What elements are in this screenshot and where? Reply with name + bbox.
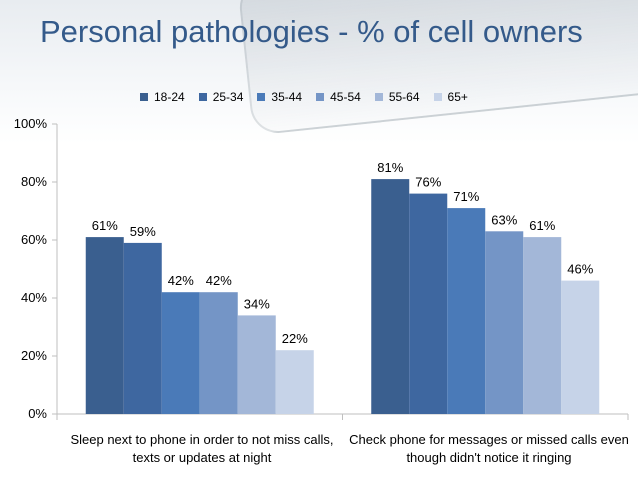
data-label-1-5: 46% [567,262,593,277]
bar-1-0 [371,179,410,414]
legend-label-2: 35-44 [271,90,303,104]
data-label-0-1: 59% [130,224,156,239]
y-tick-label-4: 80% [21,174,47,189]
x-category-label-1: Check phone for messages or missed calls… [349,432,629,465]
data-label-0-0: 61% [92,218,118,233]
data-label-1-1: 76% [415,175,441,190]
data-label-0-2: 42% [168,273,194,288]
y-tick-label-5: 100% [14,116,48,131]
data-label-0-4: 34% [244,296,270,311]
legend-item-0: 18-24 [140,89,185,105]
bar-1-5 [561,280,600,414]
legend-label-5: 65+ [447,90,468,104]
data-label-0-3: 42% [206,273,232,288]
legend-swatch-3 [316,93,325,101]
bar-0-2 [161,292,200,414]
legend-label-4: 55-64 [388,90,420,104]
legend-swatch-0 [140,93,148,101]
legend-label-1: 25-34 [212,90,244,104]
x-category-label-0: Sleep next to phone in order to not miss… [70,432,334,465]
bar-1-4 [523,237,562,414]
legend-swatch-4 [374,93,383,101]
legend-swatch-2 [257,93,266,101]
legend-swatch-5 [433,93,442,101]
legend-label-3: 45-54 [330,90,361,104]
legend-label-0: 18-24 [154,90,185,104]
legend-item-2: 35-44 [257,89,302,105]
y-tick-label-0: 0% [28,406,47,421]
data-label-1-4: 61% [529,218,555,233]
bar-0-5 [275,350,314,414]
bar-1-2 [447,208,486,414]
legend-item-5: 65+ [433,89,468,105]
bar-0-0 [85,237,124,414]
bar-0-3 [199,292,238,414]
bar-1-3 [485,231,524,414]
chart-title: Personal pathologies - % of cell owners [40,14,583,49]
bar-1-1 [409,193,448,414]
legend-item-3: 45-54 [316,89,361,105]
legend-item-4: 55-64 [374,89,420,105]
bar-0-1 [123,242,162,414]
data-label-1-3: 63% [491,212,517,227]
y-tick-label-1: 20% [21,348,47,363]
data-label-1-0: 81% [377,160,403,175]
legend-item-1: 25-34 [198,89,244,105]
y-tick-label-2: 40% [21,290,47,305]
y-tick-label-3: 60% [21,232,47,247]
chart-legend: 18-24 25-34 35-44 45-54 55-64 65+ [140,89,540,105]
legend-swatch-1 [198,93,207,101]
data-label-1-2: 71% [453,189,479,204]
bar-0-4 [237,315,276,414]
data-label-0-5: 22% [282,331,308,346]
